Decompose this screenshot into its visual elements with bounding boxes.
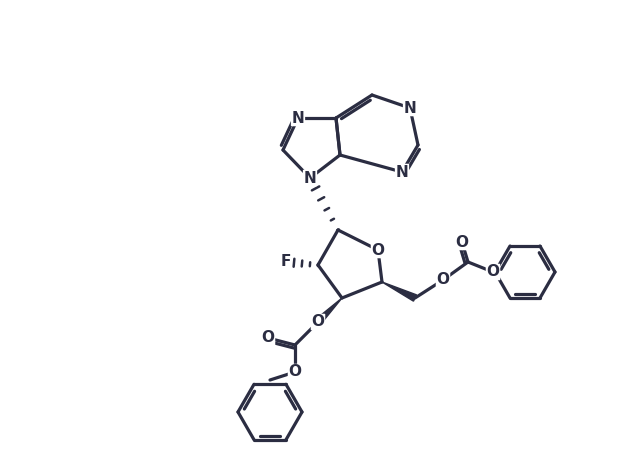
Text: F: F	[281, 254, 291, 269]
Text: O: O	[456, 235, 468, 250]
Polygon shape	[382, 282, 417, 301]
Text: N: N	[303, 171, 316, 186]
Text: O: O	[486, 265, 499, 280]
Text: O: O	[289, 365, 301, 379]
Text: N: N	[404, 101, 417, 116]
Text: O: O	[436, 273, 449, 288]
Text: O: O	[371, 243, 385, 258]
Text: O: O	[312, 314, 324, 329]
Polygon shape	[316, 298, 342, 324]
Text: N: N	[396, 164, 408, 180]
Text: O: O	[262, 330, 275, 345]
Text: N: N	[292, 110, 305, 125]
